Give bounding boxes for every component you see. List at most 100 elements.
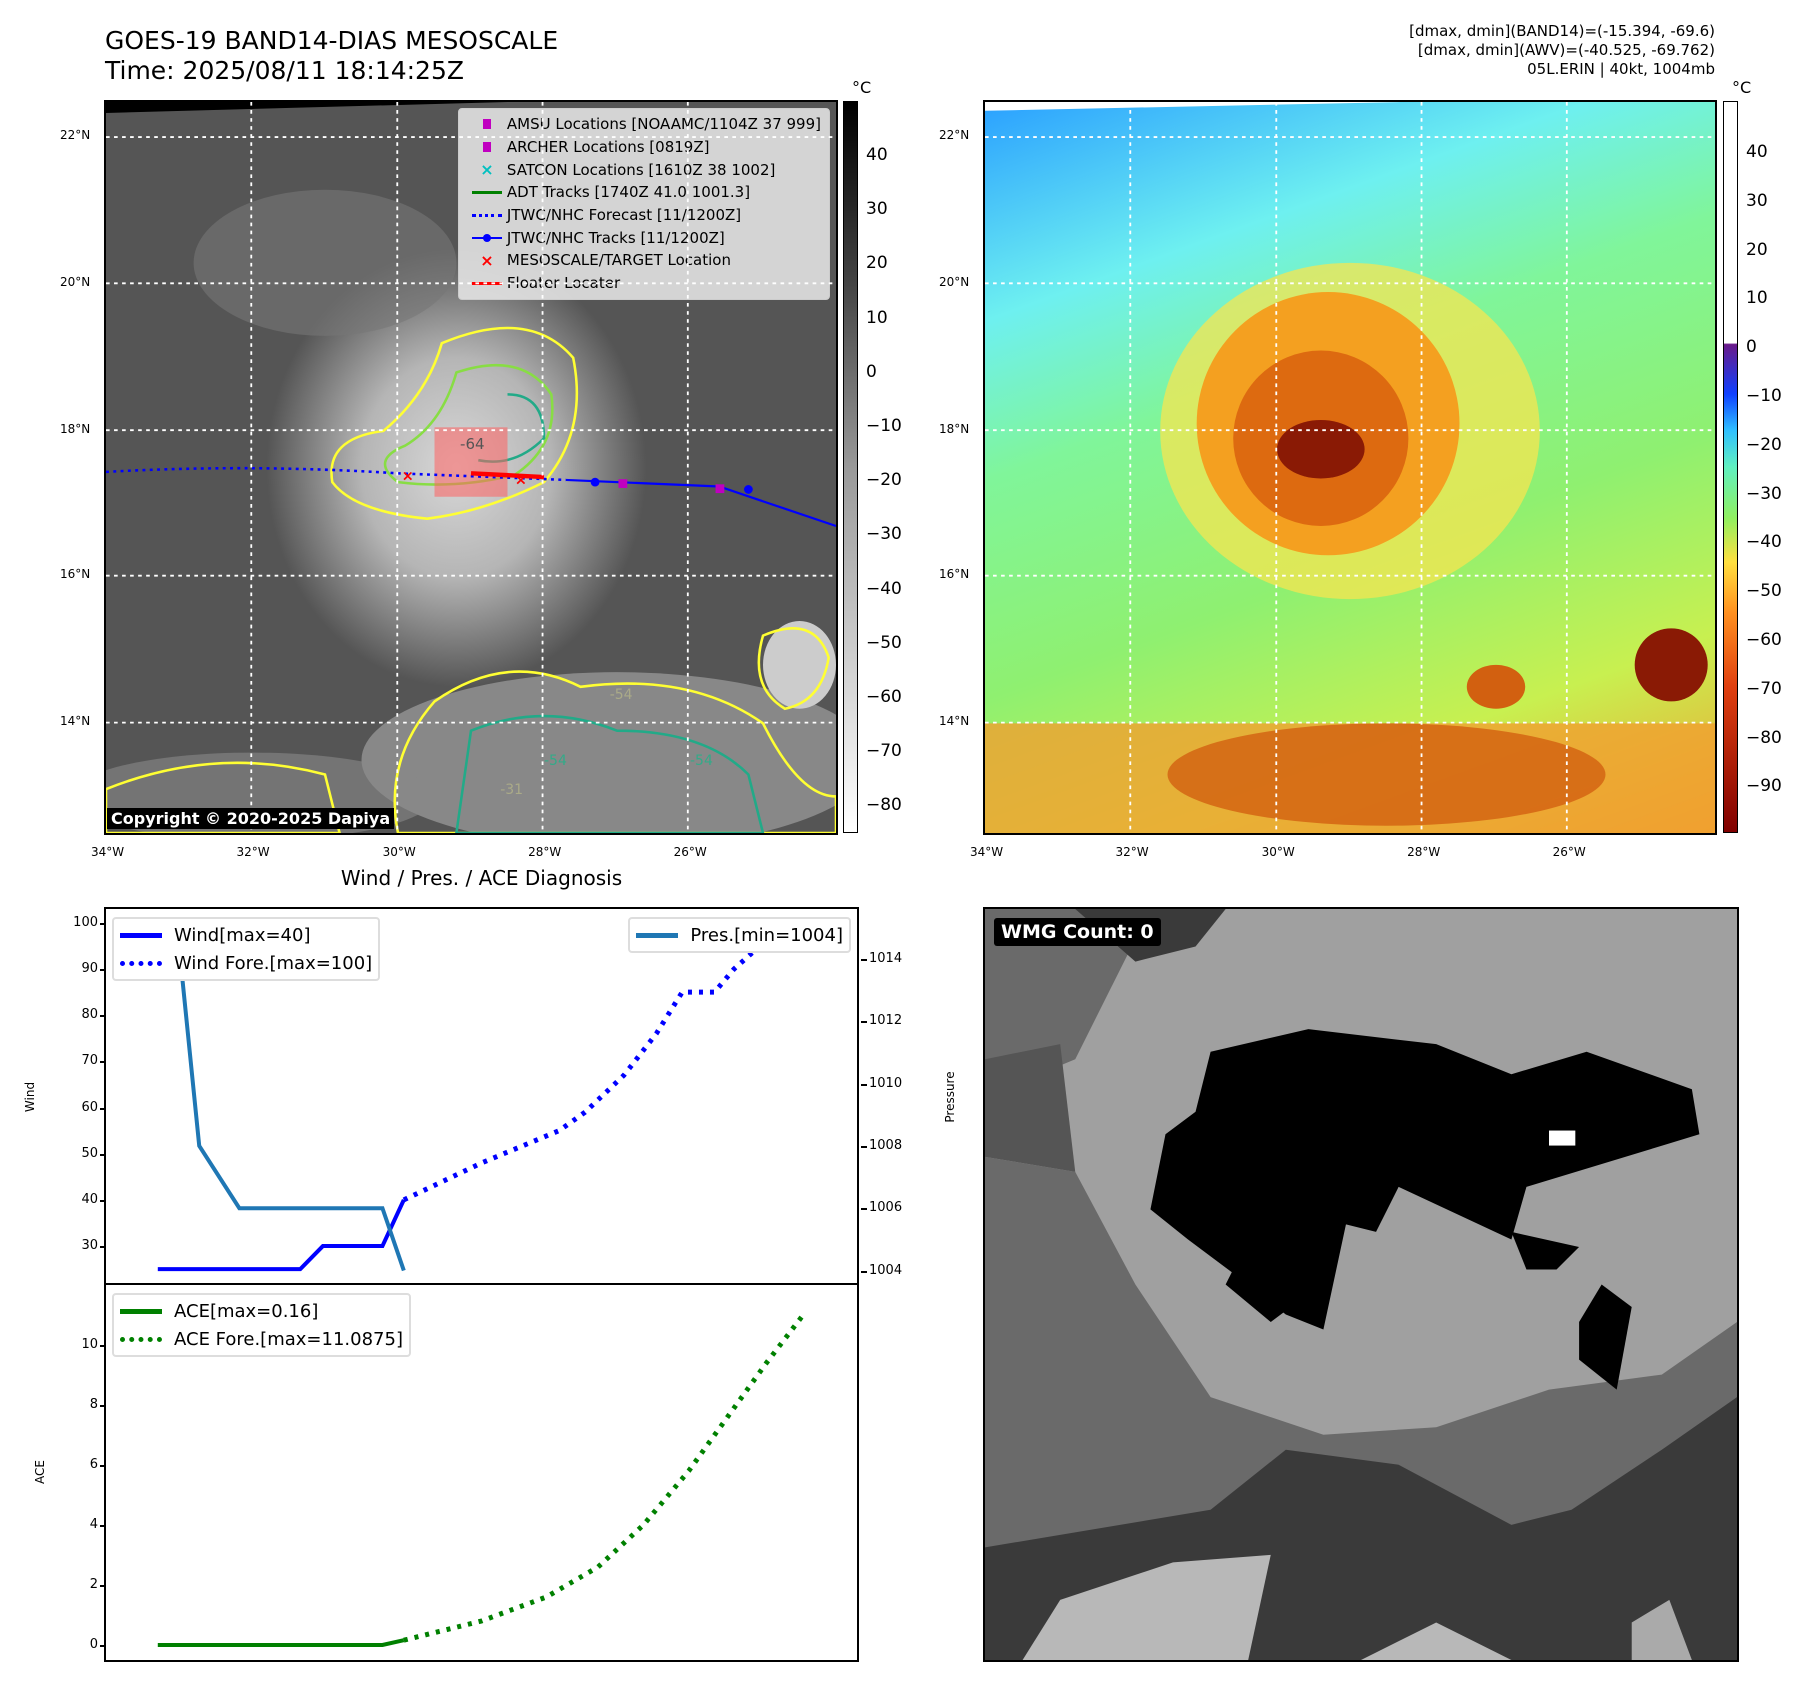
contour-label: -64 xyxy=(460,434,485,453)
colorbar-tick: 20 xyxy=(866,253,888,274)
lat-tick-label: 20°N xyxy=(939,274,970,289)
wmg-imagery xyxy=(985,909,1737,1660)
colorbar-tick: −60 xyxy=(1746,630,1782,650)
lon-tick-label: 32°W xyxy=(236,845,270,859)
map-legend: AMSU Locations [NOAAMC/1104Z 37 999] ARCH… xyxy=(457,108,830,300)
colorbar-tick: 40 xyxy=(1746,142,1768,162)
y-tick-label: 10 xyxy=(81,1337,98,1352)
lon-tick-label: 34°W xyxy=(970,845,1004,859)
wind-legend: Wind[max=40] Wind Fore.[max=100] xyxy=(112,917,381,981)
y-tick-label: 80 xyxy=(81,1007,98,1023)
legend-label: ARCHER Locations [0819Z] xyxy=(506,138,710,157)
colorbar-tick: 20 xyxy=(1746,239,1768,260)
legend-symbol-icon xyxy=(467,190,507,194)
y-tick-label: 50 xyxy=(81,1145,98,1161)
colorbar-tick: −10 xyxy=(866,416,902,436)
contour-label: -54 xyxy=(609,686,633,703)
info-band14: [dmax, dmin](BAND14)=(-15.394, -69.6) xyxy=(1409,22,1715,40)
lon-tick-label: 26°W xyxy=(1552,845,1586,859)
lat-tick-label: 18°N xyxy=(60,421,91,436)
wmg-panel xyxy=(983,907,1739,1662)
colorbar-tick: 30 xyxy=(1746,190,1768,211)
colorbar-tick: −40 xyxy=(1746,532,1782,553)
lat-tick-label: 14°N xyxy=(939,714,970,729)
y-tick-mark xyxy=(100,1246,106,1249)
colorbar-tick: −60 xyxy=(866,687,902,707)
legend-label: JTWC/NHC Tracks [11/1200Z] xyxy=(506,228,725,247)
legend-symbol-icon xyxy=(467,233,507,242)
y-tick-label: 30 xyxy=(81,1238,98,1254)
legend-ace-fore: ACE Fore.[max=11.0875] xyxy=(174,1328,403,1350)
legend-item: AMSU Locations [NOAAMC/1104Z 37 999] xyxy=(467,113,821,136)
y2-tick-label: 1014 xyxy=(869,950,903,966)
y-tick-mark xyxy=(100,1015,106,1018)
info-awv: [dmax, dmin](AWV)=(-40.525, -69.762) xyxy=(1417,41,1715,59)
legend-label: AMSU Locations [NOAAMC/1104Z 37 999] xyxy=(506,115,821,134)
y-tick-mark xyxy=(100,1585,106,1587)
chart-title: Wind / Pres. / ACE Diagnosis xyxy=(340,866,623,890)
ace-legend: ACE[max=0.16] ACE Fore.[max=11.0875] xyxy=(112,1293,411,1357)
y-tick-label: 60 xyxy=(81,1099,98,1115)
lat-tick-label: 20°N xyxy=(60,274,91,289)
lon-tick-label: 30°W xyxy=(1261,845,1295,859)
y2-tick-mark xyxy=(861,1208,867,1211)
legend-item: ARCHER Locations [0819Z] xyxy=(467,136,821,159)
legend-label: SATCON Locations [1610Z 38 1002] xyxy=(506,160,776,179)
y2-tick-mark xyxy=(861,958,867,961)
pressure-legend: Pres.[min=1004] xyxy=(628,917,851,953)
legend-symbol-icon xyxy=(467,213,507,217)
colorbar-tick: −50 xyxy=(866,632,902,653)
ir-map: × × -64 -54 -54 -54 -31 AMSU Locations [… xyxy=(104,100,838,835)
y-tick-label: 2 xyxy=(89,1577,98,1592)
series-line-1 xyxy=(402,921,814,1203)
colorbar-tick: 10 xyxy=(1746,288,1768,309)
lat-tick-label: 22°N xyxy=(939,128,970,143)
y-tick-label: 0 xyxy=(89,1637,98,1652)
graticule xyxy=(106,102,836,833)
legend-symbol-icon: × xyxy=(480,160,494,180)
legend-label: MESOSCALE/TARGET Location xyxy=(506,251,731,270)
colorbar-tick: −20 xyxy=(866,470,902,491)
lat-tick-label: 14°N xyxy=(60,714,91,729)
y-tick-label: 4 xyxy=(89,1517,98,1532)
y-tick-mark xyxy=(100,1465,106,1467)
colorbar-tick: −80 xyxy=(1746,727,1782,748)
legend-label: Floater Locater xyxy=(506,274,621,293)
y-tick-mark xyxy=(100,922,106,925)
y-tick-label: 6 xyxy=(89,1457,98,1472)
contour-label: -31 xyxy=(500,781,524,798)
y-tick-label: 90 xyxy=(81,961,98,977)
y2-tick-mark xyxy=(861,1083,867,1086)
svg-text:×: × xyxy=(402,468,414,485)
legend-label: ADT Tracks [1740Z 41.0 1001.3] xyxy=(506,183,751,202)
legend-wind-fore: Wind Fore.[max=100] xyxy=(174,952,373,974)
y-tick-mark xyxy=(100,1199,106,1202)
legend-item: × SATCON Locations [1610Z 38 1002] xyxy=(467,158,821,181)
colorbar-ir xyxy=(843,101,858,833)
copyright-label: Copyright © 2020-2025 Dapiya xyxy=(107,808,395,829)
figure-title: GOES-19 BAND14-DIAS MESOSCALE Time: 2025… xyxy=(105,26,558,86)
series-line-0 xyxy=(157,1199,406,1272)
y-tick-mark xyxy=(100,1645,106,1647)
legend-item: ADT Tracks [1740Z 41.0 1001.3] xyxy=(467,181,821,204)
y-tick-mark xyxy=(100,1405,106,1407)
y-tick-mark xyxy=(100,1525,106,1527)
colorbar-tick: −20 xyxy=(1746,434,1782,455)
colorbar-awv xyxy=(1723,101,1738,833)
y-tick-mark xyxy=(100,969,106,972)
svg-text:×: × xyxy=(515,471,527,488)
y-tick-label: 8 xyxy=(89,1397,98,1412)
colorbar-tick: −50 xyxy=(1746,581,1782,602)
wind-pressure-plot: Wind[max=40] Wind Fore.[max=100] Pres.[m… xyxy=(104,907,859,1285)
colorbar-tick: 30 xyxy=(866,199,888,220)
y-tick-mark xyxy=(100,1153,106,1156)
lon-tick-label: 34°W xyxy=(91,845,125,859)
lon-tick-label: 32°W xyxy=(1115,845,1149,859)
colorbar-tick: −90 xyxy=(1746,776,1782,797)
legend-ace: ACE[max=0.16] xyxy=(174,1300,319,1322)
wind-axis-label: Wind xyxy=(23,1081,37,1113)
ir-imagery: × × xyxy=(106,102,836,833)
y2-tick-label: 1010 xyxy=(869,1075,903,1091)
lat-tick-label: 16°N xyxy=(939,567,970,582)
wmg-count-badge: WMG Count: 0 xyxy=(994,918,1161,946)
